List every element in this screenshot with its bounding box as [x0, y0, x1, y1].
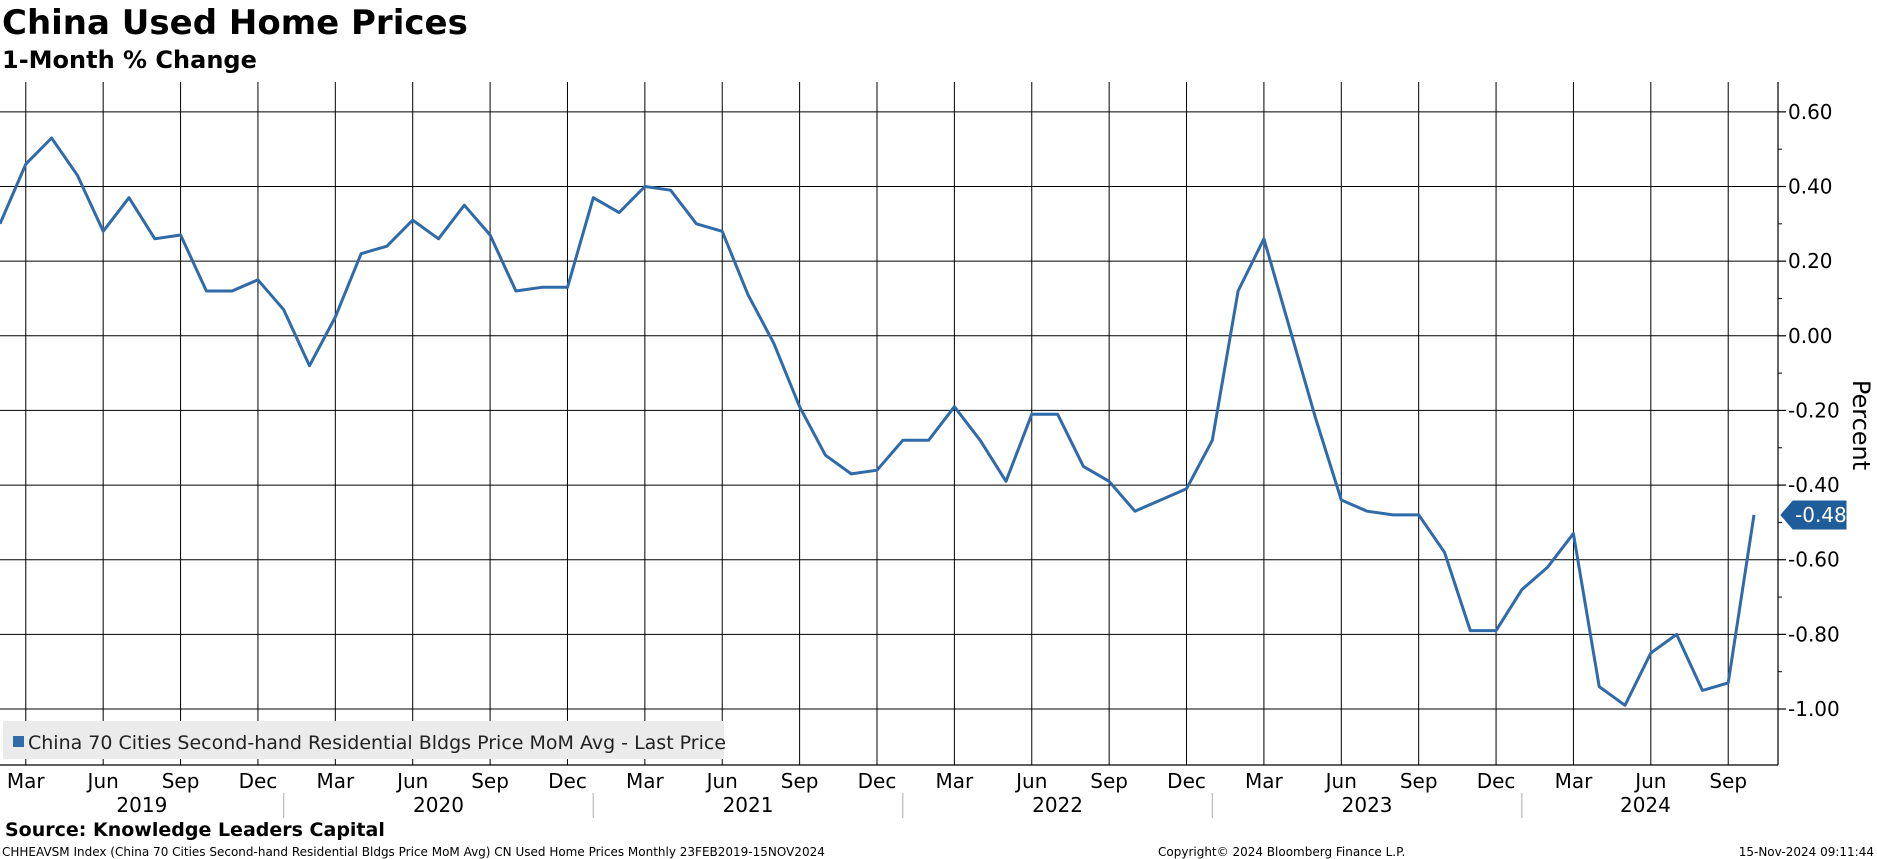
x-month-label-0: Mar	[7, 769, 46, 793]
horizontal-gridlines	[0, 111, 1778, 710]
x-year-label-2022: 2022	[1032, 793, 1083, 817]
x-month-label-14: Sep	[1090, 769, 1128, 793]
x-month-label-13: Jun	[1014, 769, 1047, 793]
x-month-label-12: Mar	[936, 769, 975, 793]
vertical-gridlines	[25, 82, 1729, 765]
y-tick-label-6: -0.60	[1788, 548, 1840, 572]
y-tick-label-2: 0.20	[1788, 249, 1833, 273]
x-month-label-10: Sep	[781, 769, 819, 793]
y-tick-label-7: -0.80	[1788, 622, 1840, 646]
last-value-tag-shape	[1780, 500, 1847, 530]
ticker-info: CHHEAVSM Index (China 70 Cities Second-h…	[2, 845, 825, 859]
last-value-label: -0.48	[1795, 503, 1847, 527]
x-year-label-2023: 2023	[1342, 793, 1393, 817]
y-axis-title: Percent	[1847, 380, 1875, 470]
x-month-label-17: Jun	[1324, 769, 1357, 793]
x-year-label-2021: 2021	[723, 793, 774, 817]
x-month-label-1: Jun	[86, 769, 119, 793]
x-year-separators	[283, 793, 1523, 818]
legend-swatch	[13, 736, 24, 747]
copyright-text: Copyright© 2024 Bloomberg Finance L.P.	[1158, 845, 1405, 859]
y-tick-label-0: 0.60	[1788, 100, 1833, 124]
x-month-label-2: Sep	[162, 769, 200, 793]
x-year-label-2024: 2024	[1620, 793, 1671, 817]
legend: China 70 Cities Second-hand Residential …	[3, 721, 726, 759]
timestamp-text: 15-Nov-2024 09:11:44	[1739, 845, 1874, 859]
x-month-label-6: Sep	[471, 769, 509, 793]
x-month-label-22: Sep	[1709, 769, 1747, 793]
y-tick-label-8: -1.00	[1788, 697, 1840, 721]
x-month-label-8: Mar	[626, 769, 665, 793]
y-tick-label-1: 0.40	[1788, 175, 1833, 199]
x-month-label-4: Mar	[316, 769, 355, 793]
chart-subtitle: 1-Month % Change	[2, 46, 257, 74]
x-month-label-15: Dec	[1167, 769, 1206, 793]
chart-title: China Used Home Prices	[2, 3, 468, 43]
x-year-label-2019: 2019	[116, 793, 167, 817]
x-month-label-11: Dec	[858, 769, 897, 793]
x-month-label-19: Dec	[1477, 769, 1516, 793]
legend-label: China 70 Cities Second-hand Residential …	[28, 732, 726, 754]
series-line	[0, 136, 1756, 707]
y-tick-label-4: -0.20	[1788, 398, 1840, 422]
y-tick-labels: 0.60 0.40 0.20 0.00 -0.20 -0.40 -0.60 -0.80 -1.0…	[1788, 100, 1840, 721]
x-month-label-20: Mar	[1555, 769, 1594, 793]
x-month-label-9: Jun	[705, 769, 738, 793]
y-tick-label-5: -0.40	[1788, 473, 1840, 497]
source-text: Source: Knowledge Leaders Capital	[5, 819, 385, 841]
x-month-label-5: Jun	[395, 769, 428, 793]
x-month-label-18: Sep	[1400, 769, 1438, 793]
plot-area: 0.60 0.40 0.20 0.00 -0.20 -0.40 -0.60 -0.80 -1.0…	[0, 82, 1875, 818]
x-year-label-2020: 2020	[413, 793, 464, 817]
x-month-labels: Mar Jun Sep Dec Mar Jun Sep Dec Mar Jun Sep Dec Mar J…	[7, 769, 1747, 793]
x-year-labels: 2019 2020 2021 2022 2023 2024	[116, 793, 1670, 817]
x-month-label-16: Mar	[1245, 769, 1284, 793]
y-tick-marks	[1778, 111, 1786, 710]
x-month-label-7: Dec	[548, 769, 587, 793]
legend-box	[3, 721, 724, 759]
y-tick-label-3: 0.00	[1788, 324, 1833, 348]
x-month-label-3: Dec	[239, 769, 278, 793]
x-month-label-21: Jun	[1633, 769, 1666, 793]
last-value-tag: -0.48	[1780, 500, 1847, 530]
